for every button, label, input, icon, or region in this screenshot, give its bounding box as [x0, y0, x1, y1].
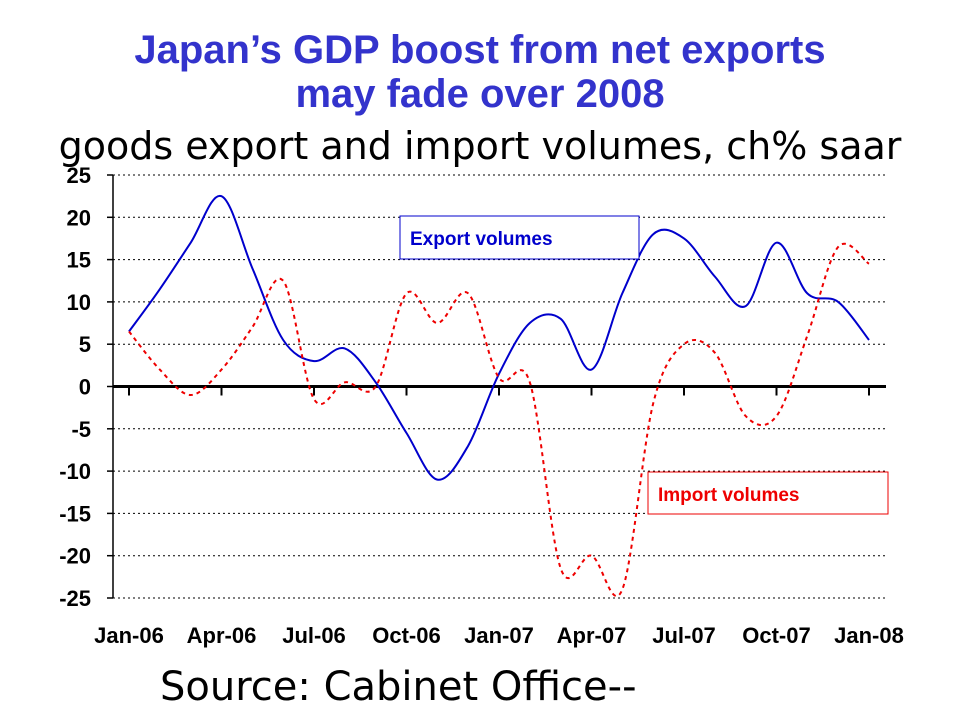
x-tick-label: Apr-06: [187, 623, 257, 648]
y-tick-label: 0: [79, 375, 91, 400]
y-tick-label: -20: [59, 544, 91, 569]
export-volumes-line: [128, 195, 870, 481]
export-series-label-box: Export volumes: [399, 215, 640, 260]
import-label-frame: [647, 471, 889, 515]
export-label-text: Export volumes: [410, 229, 553, 250]
y-tick-label: -25: [59, 586, 91, 611]
x-tick-label: Jan-07: [464, 623, 534, 648]
y-tick-label: 20: [67, 205, 91, 230]
import-volumes-line: [128, 243, 870, 598]
x-tick-label: Jan-06: [94, 623, 164, 648]
x-axis-ticks: Jan-06 Apr-06 Jul-06 Oct-06 Jan-07 Apr-07 Jul-…: [94, 386, 904, 648]
import-label-text: Import volumes: [658, 485, 799, 506]
x-tick-label: Jul-07: [652, 623, 716, 648]
x-tick-label: Oct-07: [742, 623, 810, 648]
source-note: Source: Cabinet Office--: [160, 664, 637, 710]
x-tick-label: Oct-06: [372, 623, 440, 648]
y-tick-label: -10: [59, 459, 91, 484]
x-tick-label: Jul-06: [282, 623, 346, 648]
export-label-frame: [399, 215, 640, 260]
y-tick-label: 15: [67, 248, 91, 273]
x-tick-label: Jan-08: [834, 623, 904, 648]
y-axis-ticks: 25 20 15 10 5 0 -5 -10 -15 -20 -25: [59, 163, 113, 611]
chart-subtitle: goods export and import volumes, ch% saa…: [58, 124, 902, 168]
y-tick-label: 25: [67, 163, 91, 188]
import-series-label-box: Import volumes: [647, 471, 889, 515]
y-tick-label: -5: [71, 417, 91, 442]
series-lines: [128, 195, 870, 598]
y-tick-label: -15: [59, 501, 91, 526]
chart-title-line-2: may fade over 2008: [295, 72, 665, 116]
y-tick-label: 5: [79, 332, 91, 357]
chart-title-line-1: Japan’s GDP boost from net exports: [134, 28, 826, 72]
x-tick-label: Apr-07: [557, 623, 627, 648]
y-tick-label: 10: [67, 290, 91, 315]
